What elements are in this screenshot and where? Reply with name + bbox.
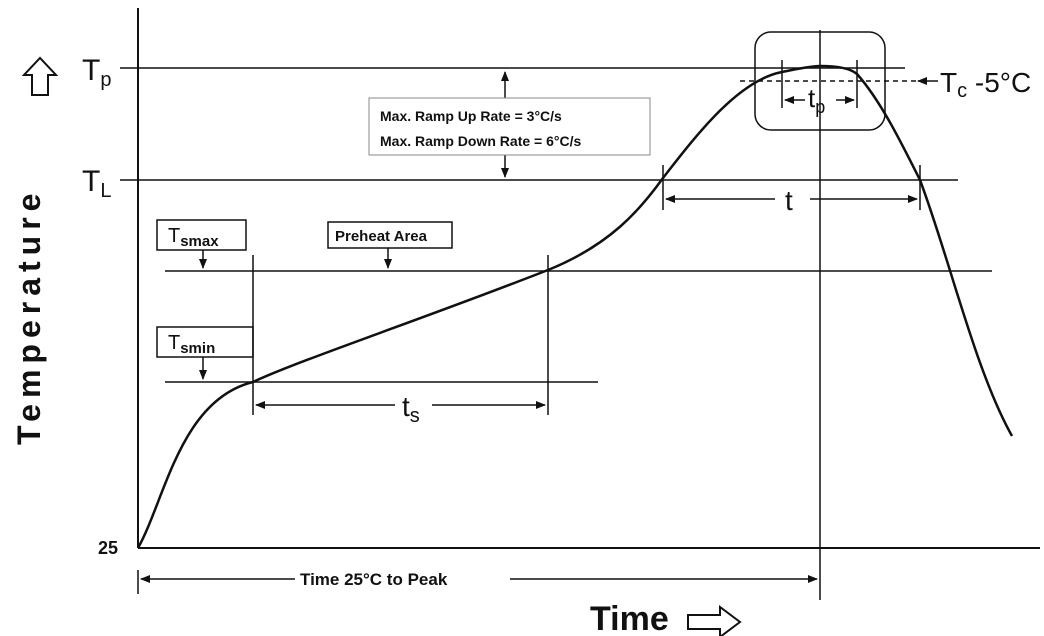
- preheat-box: [327, 221, 453, 249]
- reflow-curve: [136, 64, 1014, 549]
- y-axis-label: Temperature: [11, 188, 47, 445]
- right-arrow-icon: [687, 605, 742, 636]
- preheat-label: Preheat Area: [335, 228, 428, 245]
- ramp-down-text: Max. Ramp Down Rate = 6°C/s: [380, 133, 581, 149]
- tp-interval-label: tp: [808, 83, 825, 117]
- t-label: t: [785, 185, 793, 216]
- ramp-rate-box: [368, 97, 651, 156]
- tp-label: Tp: [82, 54, 111, 91]
- tc-label: Tc -5°C: [940, 67, 1031, 102]
- ramp-up-text: Max. Ramp Up Rate = 3°C/s: [380, 108, 562, 124]
- ts-label: ts: [402, 391, 420, 427]
- tsmin-box: [156, 326, 254, 358]
- tsmax-label: Tsmax: [168, 225, 219, 250]
- tsmax-box: [156, 219, 247, 251]
- tsmin-label: Tsmin: [168, 332, 215, 357]
- time-to-peak-label: Time 25°C to Peak: [300, 570, 448, 589]
- x-axis-label: Time: [590, 600, 669, 636]
- up-arrow-icon: [21, 56, 59, 96]
- y-min-label: 25: [98, 538, 118, 558]
- peak-zone-box: [754, 31, 886, 131]
- tl-label: TL: [82, 165, 111, 202]
